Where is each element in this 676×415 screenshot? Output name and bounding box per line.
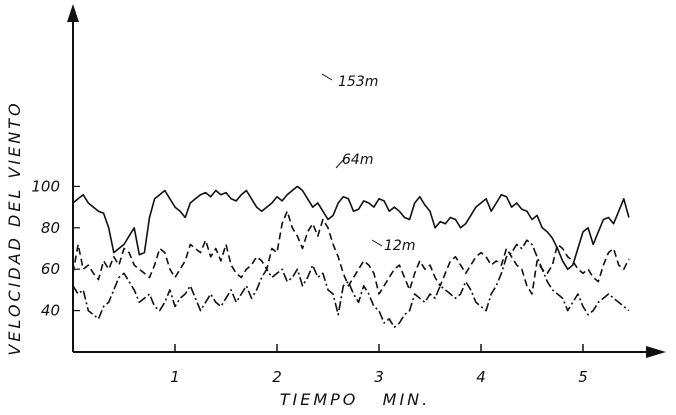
x-axis-arrow-icon (646, 346, 666, 358)
y-tick-label: 80 (41, 219, 60, 237)
y-tick-label: 60 (41, 260, 60, 278)
series-label-64m: 64m (342, 152, 373, 168)
y-axis-arrow-icon (67, 4, 79, 22)
labels: 153m 64m 12m (321, 73, 415, 254)
axes (67, 4, 666, 358)
x-tick-label: 4 (476, 368, 486, 386)
series-line-153m (72, 185, 630, 271)
series-line-12m (72, 239, 630, 329)
series-label-12m: 12m (384, 238, 415, 254)
y-tick-label: 100 (31, 177, 60, 195)
series-label-153m: 153m (338, 74, 378, 90)
series-label-leader (321, 73, 333, 81)
series-lines (72, 185, 630, 329)
y-tick-label: 40 (41, 302, 60, 320)
y-axis-title: VELOCIDAD DEL VIENTO (5, 100, 24, 355)
ticks: 1 2 3 4 5 40 60 80 100 (31, 177, 587, 386)
x-tick-label: 1 (170, 368, 180, 386)
x-tick-label: 5 (578, 368, 588, 386)
x-tick-label: 3 (374, 368, 384, 386)
series-label-leader (371, 239, 383, 247)
x-axis-title: TIEMPO MIN. (280, 390, 430, 409)
x-tick-label: 2 (272, 368, 282, 386)
series-label-leader (335, 157, 346, 169)
series-line-64m (72, 210, 630, 295)
